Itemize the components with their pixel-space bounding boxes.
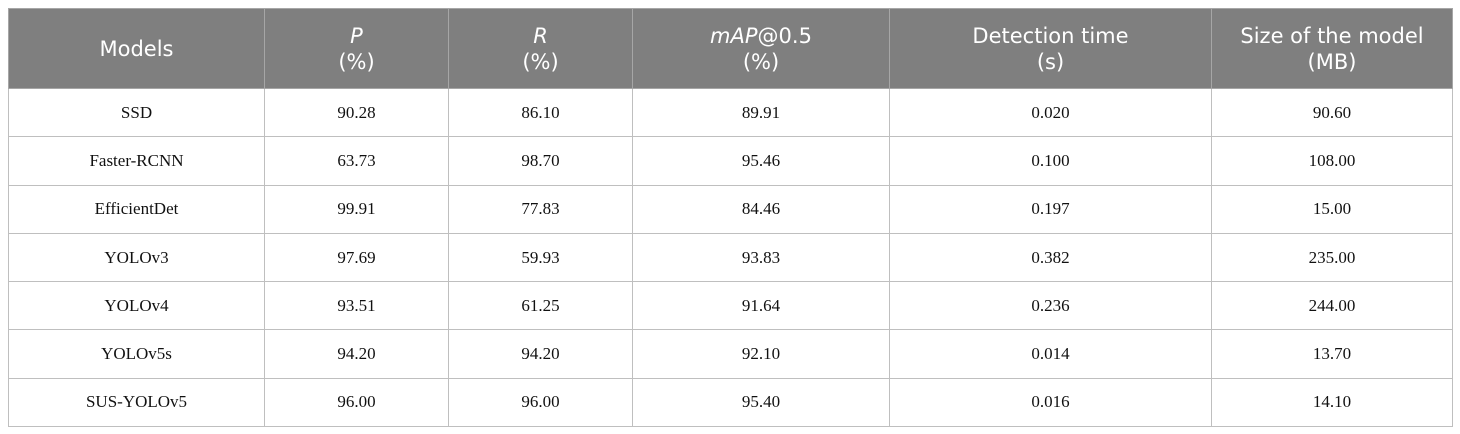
- cell-value: 91.64: [632, 281, 890, 331]
- cell-value: 90.60: [1211, 87, 1453, 138]
- header-name: Models: [99, 36, 174, 61]
- table-row: YOLOv5s 94.20 94.20 92.10 0.014 13.70: [8, 329, 1453, 379]
- cell-value: 61.25: [448, 281, 633, 331]
- header-cell: mAP@0.5 (%): [632, 8, 890, 89]
- cell-value: 13.70: [1211, 329, 1453, 379]
- cell-value: 98.70: [448, 136, 633, 186]
- results-table: Models P (%) R (%) mAP@0.5 (%) Detection time (s…: [8, 8, 1453, 428]
- header-unit: (MB): [1307, 49, 1357, 74]
- cell-value: 90.28: [264, 87, 449, 138]
- header-name: P: [350, 23, 363, 48]
- cell-value: 96.00: [448, 377, 633, 428]
- model-name: Faster-RCNN: [8, 136, 265, 186]
- model-name: SUS-YOLOv5: [8, 377, 265, 428]
- header-row: Models P (%) R (%) mAP@0.5 (%) Detection time (s…: [8, 8, 1453, 89]
- cell-value: 96.00: [264, 377, 449, 428]
- cell-value: 0.197: [889, 184, 1212, 234]
- header-name: Detection time: [972, 23, 1129, 48]
- cell-value: 63.73: [264, 136, 449, 186]
- cell-value: 92.10: [632, 329, 890, 379]
- header-name: R: [533, 23, 548, 48]
- cell-value: 94.20: [264, 329, 449, 379]
- table-row: YOLOv4 93.51 61.25 91.64 0.236 244.00: [8, 281, 1453, 331]
- cell-value: 86.10: [448, 87, 633, 138]
- cell-value: 15.00: [1211, 184, 1453, 234]
- cell-value: 89.91: [632, 87, 890, 138]
- table-row: EfficientDet 99.91 77.83 84.46 0.197 15.00: [8, 184, 1453, 234]
- header-unit: (%): [522, 49, 559, 74]
- header-cell: Detection time (s): [889, 8, 1212, 89]
- header-name: @0.5: [757, 23, 812, 48]
- cell-value: 77.83: [448, 184, 633, 234]
- model-name: SSD: [8, 87, 265, 138]
- table-row: SSD 90.28 86.10 89.91 0.020 90.60: [8, 87, 1453, 138]
- header-unit: (%): [338, 49, 375, 74]
- header-name: Size of the model: [1240, 23, 1424, 48]
- header-cell: Size of the model (MB): [1211, 8, 1453, 89]
- header-cell: P (%): [264, 8, 449, 89]
- cell-value: 93.83: [632, 232, 890, 283]
- cell-value: 0.100: [889, 136, 1212, 186]
- cell-value: 95.46: [632, 136, 890, 186]
- cell-value: 0.014: [889, 329, 1212, 379]
- cell-value: 235.00: [1211, 232, 1453, 283]
- cell-value: 108.00: [1211, 136, 1453, 186]
- header-cell: Models: [8, 8, 265, 89]
- cell-value: 14.10: [1211, 377, 1453, 428]
- model-name: YOLOv3: [8, 232, 265, 283]
- model-name: YOLOv4: [8, 281, 265, 331]
- header-unit: (%): [742, 49, 780, 74]
- cell-value: 93.51: [264, 281, 449, 331]
- table-row: Faster-RCNN 63.73 98.70 95.46 0.100 108.00: [8, 136, 1453, 186]
- model-name: YOLOv5s: [8, 329, 265, 379]
- cell-value: 59.93: [448, 232, 633, 283]
- cell-value: 94.20: [448, 329, 633, 379]
- cell-value: 0.382: [889, 232, 1212, 283]
- cell-value: 0.016: [889, 377, 1212, 428]
- table-body: SSD 90.28 86.10 89.91 0.020 90.60 Faster-RCNN 6…: [8, 87, 1453, 428]
- header-name: mAP: [710, 23, 758, 48]
- header-unit: (s): [1036, 49, 1065, 74]
- table-row: SUS-YOLOv5 96.00 96.00 95.40 0.016 14.10: [8, 377, 1453, 428]
- cell-value: 244.00: [1211, 281, 1453, 331]
- cell-value: 84.46: [632, 184, 890, 234]
- cell-value: 99.91: [264, 184, 449, 234]
- cell-value: 97.69: [264, 232, 449, 283]
- header-cell: R (%): [448, 8, 633, 89]
- table-row: YOLOv3 97.69 59.93 93.83 0.382 235.00: [8, 232, 1453, 283]
- cell-value: 95.40: [632, 377, 890, 428]
- cell-value: 0.020: [889, 87, 1212, 138]
- model-name: EfficientDet: [8, 184, 265, 234]
- cell-value: 0.236: [889, 281, 1212, 331]
